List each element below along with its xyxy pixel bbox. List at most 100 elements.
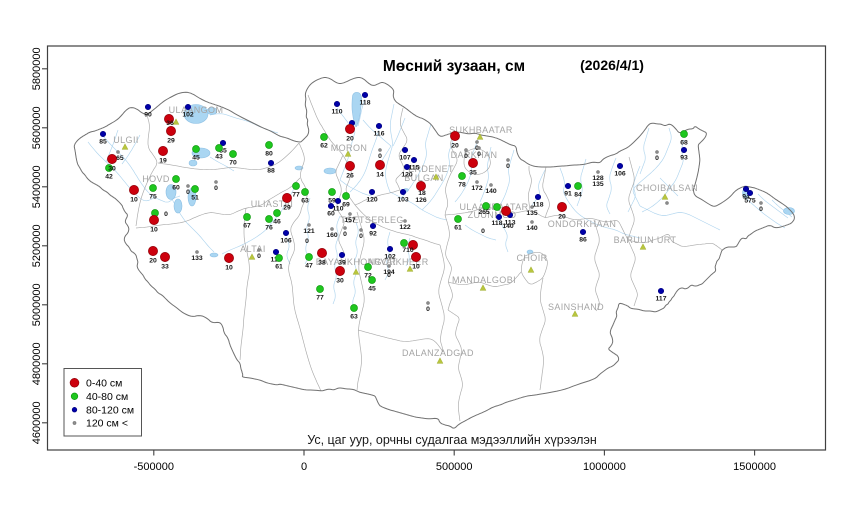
svg-text:103: 103 bbox=[397, 197, 409, 204]
svg-text:70: 70 bbox=[229, 160, 237, 167]
svg-text:ZUUNMOD: ZUUNMOD bbox=[468, 210, 517, 220]
svg-text:0: 0 bbox=[475, 145, 479, 152]
svg-text:MORON: MORON bbox=[331, 143, 368, 153]
svg-text:121: 121 bbox=[303, 228, 315, 235]
svg-text:45: 45 bbox=[368, 286, 376, 293]
svg-text:0: 0 bbox=[301, 461, 307, 473]
svg-text:36: 36 bbox=[166, 120, 174, 127]
svg-text:0: 0 bbox=[343, 231, 347, 238]
svg-text:10: 10 bbox=[130, 197, 138, 204]
svg-text:265: 265 bbox=[478, 209, 490, 216]
svg-text:33: 33 bbox=[161, 264, 169, 271]
svg-text:5400000: 5400000 bbox=[31, 165, 43, 208]
svg-text:ULIASTAI: ULIASTAI bbox=[251, 199, 294, 209]
svg-text:45: 45 bbox=[192, 155, 200, 162]
svg-text:575: 575 bbox=[744, 198, 756, 205]
svg-text:MANDALGOBI: MANDALGOBI bbox=[452, 275, 516, 285]
svg-text:0: 0 bbox=[481, 228, 485, 235]
svg-text:120: 120 bbox=[366, 197, 378, 204]
svg-text:69: 69 bbox=[342, 202, 350, 209]
svg-text:26: 26 bbox=[346, 173, 354, 180]
svg-text:5600000: 5600000 bbox=[31, 106, 43, 149]
svg-text:93: 93 bbox=[680, 155, 688, 162]
svg-text:106: 106 bbox=[614, 171, 626, 178]
svg-text:88: 88 bbox=[267, 168, 275, 175]
svg-text:30: 30 bbox=[108, 166, 116, 173]
svg-text:113: 113 bbox=[505, 220, 516, 227]
svg-text:62: 62 bbox=[320, 143, 328, 150]
svg-text:107: 107 bbox=[399, 155, 411, 162]
svg-text:140: 140 bbox=[502, 223, 514, 230]
svg-text:60: 60 bbox=[327, 211, 335, 218]
svg-text:85: 85 bbox=[99, 139, 107, 146]
svg-text:59: 59 bbox=[328, 198, 336, 205]
svg-text:ULAANGOM: ULAANGOM bbox=[169, 105, 224, 115]
svg-text:106: 106 bbox=[280, 238, 292, 245]
svg-text:0: 0 bbox=[387, 272, 391, 279]
svg-text:135: 135 bbox=[526, 210, 538, 217]
svg-text:72: 72 bbox=[364, 273, 372, 280]
svg-text:10: 10 bbox=[412, 264, 420, 271]
svg-text:0: 0 bbox=[506, 163, 510, 170]
svg-text:20: 20 bbox=[149, 258, 157, 265]
svg-text:140: 140 bbox=[485, 188, 497, 195]
svg-text:110: 110 bbox=[333, 206, 344, 213]
svg-text:76: 76 bbox=[265, 225, 273, 232]
svg-text:126: 126 bbox=[415, 197, 427, 204]
svg-text:-500000: -500000 bbox=[134, 461, 174, 473]
svg-text:Ус, цаг уур, орчны судалгаа мэ: Ус, цаг уур, орчны судалгаа мэдээллийн х… bbox=[307, 433, 597, 447]
svg-text:30: 30 bbox=[336, 278, 344, 285]
svg-text:10: 10 bbox=[150, 227, 158, 234]
svg-text:38: 38 bbox=[318, 260, 326, 267]
svg-text:DALANZADGAD: DALANZADGAD bbox=[402, 348, 474, 358]
svg-text:77: 77 bbox=[316, 295, 324, 302]
svg-text:165: 165 bbox=[112, 155, 124, 162]
svg-text:BAYANKHONGOR: BAYANKHONGOR bbox=[316, 257, 397, 267]
svg-text:29: 29 bbox=[167, 138, 175, 145]
svg-text:CHOIBALSAN: CHOIBALSAN bbox=[636, 183, 698, 193]
svg-text:61: 61 bbox=[454, 225, 462, 232]
svg-text:86: 86 bbox=[579, 237, 587, 244]
svg-text:92: 92 bbox=[369, 231, 377, 238]
svg-text:5200000: 5200000 bbox=[31, 224, 43, 267]
svg-text:51: 51 bbox=[191, 195, 199, 202]
svg-text:19: 19 bbox=[159, 158, 167, 165]
svg-text:1000000: 1000000 bbox=[583, 461, 626, 473]
svg-text:0: 0 bbox=[164, 211, 168, 218]
svg-text:94: 94 bbox=[742, 194, 750, 201]
svg-text:HOVD: HOVD bbox=[142, 174, 170, 184]
svg-text:60: 60 bbox=[172, 185, 180, 192]
svg-text:135: 135 bbox=[592, 181, 604, 188]
svg-text:63: 63 bbox=[301, 198, 309, 205]
svg-text:710: 710 bbox=[402, 247, 414, 254]
svg-text:0: 0 bbox=[378, 153, 382, 160]
svg-text:40-80 см: 40-80 см bbox=[86, 391, 128, 403]
svg-text:68: 68 bbox=[680, 140, 688, 147]
svg-text:(2026/4/1): (2026/4/1) bbox=[580, 57, 644, 73]
svg-text:20: 20 bbox=[346, 136, 354, 143]
svg-text:ALTAI: ALTAI bbox=[240, 244, 266, 254]
svg-text:80: 80 bbox=[265, 151, 273, 158]
svg-text:4800000: 4800000 bbox=[31, 342, 43, 385]
svg-text:78: 78 bbox=[458, 182, 466, 189]
svg-text:14: 14 bbox=[376, 172, 384, 179]
svg-text:133: 133 bbox=[191, 255, 203, 262]
svg-text:20: 20 bbox=[558, 214, 566, 221]
svg-text:102: 102 bbox=[384, 254, 396, 261]
svg-text:102: 102 bbox=[182, 112, 194, 119]
svg-text:0: 0 bbox=[359, 233, 363, 240]
svg-text:140: 140 bbox=[526, 225, 538, 232]
svg-text:BARUUN URT: BARUUN URT bbox=[614, 235, 677, 245]
svg-text:0: 0 bbox=[759, 206, 763, 213]
svg-text:CHOIR: CHOIR bbox=[517, 253, 548, 263]
svg-text:75: 75 bbox=[149, 194, 157, 201]
svg-text:DARKHAN: DARKHAN bbox=[451, 150, 498, 160]
svg-text:ULGII: ULGII bbox=[113, 135, 139, 145]
svg-text:10: 10 bbox=[225, 265, 233, 272]
svg-text:117: 117 bbox=[656, 296, 667, 303]
svg-text:43: 43 bbox=[215, 154, 223, 161]
svg-text:84: 84 bbox=[574, 192, 582, 199]
svg-text:120 см <: 120 см < bbox=[86, 418, 128, 430]
svg-text:SUKHBAATAR: SUKHBAATAR bbox=[449, 125, 513, 135]
svg-text:47: 47 bbox=[305, 263, 313, 270]
